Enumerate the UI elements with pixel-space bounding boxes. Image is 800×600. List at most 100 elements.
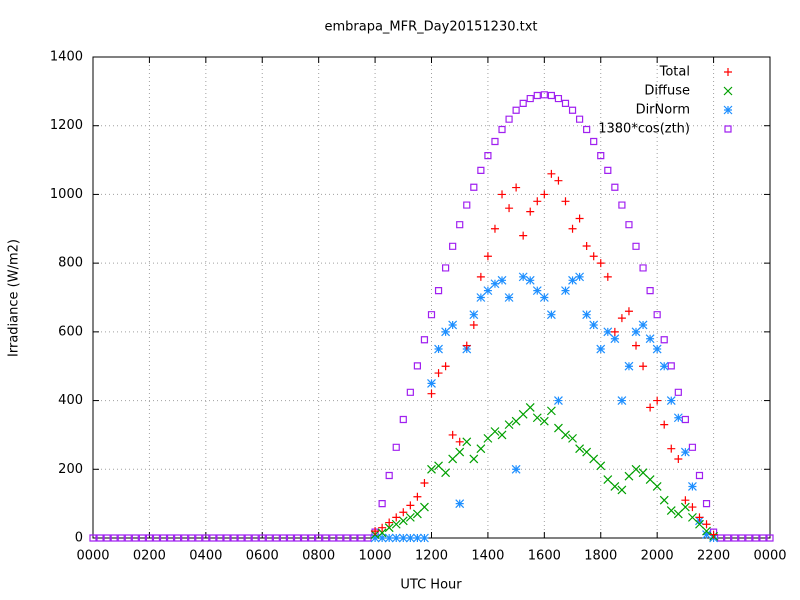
data-point [434, 287, 443, 295]
data-point [476, 444, 486, 454]
data-point [293, 534, 302, 542]
data-point [286, 534, 295, 542]
data-point [603, 327, 613, 337]
data-point [110, 534, 118, 542]
data-point [589, 454, 599, 464]
data-point [370, 533, 380, 543]
data-point [364, 534, 372, 542]
data-point [441, 468, 451, 478]
data-point [624, 471, 634, 481]
data-point [603, 475, 613, 485]
data-point [546, 310, 556, 320]
y-tick-label: 400 [58, 393, 83, 408]
data-point [540, 91, 548, 99]
data-point [766, 534, 774, 542]
data-point [617, 314, 626, 323]
data-point [427, 378, 436, 388]
data-point [525, 275, 535, 285]
data-point [561, 197, 570, 206]
data-point [216, 534, 224, 542]
data-point [582, 241, 591, 250]
data-point [152, 534, 161, 542]
data-point [554, 94, 563, 103]
data-point [688, 512, 697, 522]
data-point [511, 464, 521, 474]
data-point [575, 214, 584, 223]
data-point [745, 534, 753, 542]
data-point [561, 99, 570, 107]
x-tick-label: 0000 [76, 549, 109, 564]
data-point [652, 344, 662, 354]
data-point [681, 496, 690, 505]
data-point [575, 444, 585, 454]
data-point [131, 534, 139, 542]
data-point [702, 530, 711, 539]
data-point [752, 534, 760, 542]
data-point [392, 513, 401, 522]
data-point [638, 320, 648, 330]
y-tick-label: 1200 [50, 118, 83, 133]
data-point [223, 534, 231, 542]
data-point [300, 534, 309, 542]
data-point [469, 320, 478, 329]
data-point [406, 501, 415, 510]
data-point [490, 224, 499, 233]
x-tick-label: 1000 [359, 549, 392, 564]
data-point [518, 272, 528, 282]
data-point [702, 500, 711, 508]
x-tick-label: 1400 [471, 549, 504, 564]
data-point [680, 502, 690, 512]
data-point [377, 533, 387, 543]
data-point [680, 447, 690, 457]
data-point [420, 336, 429, 344]
y-tick-label: 1000 [50, 187, 83, 202]
data-point [427, 389, 436, 398]
data-point [617, 396, 627, 405]
data-point [575, 272, 585, 282]
data-point [731, 534, 739, 542]
data-point [667, 444, 676, 453]
data-point [681, 415, 689, 424]
data-point [476, 272, 485, 281]
data-point [639, 362, 648, 371]
x-tick-label: 2200 [697, 549, 730, 564]
data-point [568, 275, 577, 285]
data-point [546, 406, 556, 416]
data-point [230, 534, 238, 542]
data-point [589, 320, 599, 330]
data-point [652, 482, 662, 491]
data-point [441, 362, 450, 371]
data-point [539, 416, 549, 426]
data-point [258, 534, 266, 542]
data-point [251, 534, 259, 542]
data-point [357, 534, 365, 542]
data-point [455, 447, 465, 457]
x-tick-label: 0400 [189, 549, 222, 564]
data-point [483, 252, 492, 261]
data-point [653, 396, 662, 405]
data-point [526, 207, 535, 216]
data-point [462, 437, 472, 447]
data-point [138, 534, 146, 542]
data-point [89, 534, 97, 542]
data-point [646, 287, 654, 295]
data-point [759, 534, 767, 542]
data-point [434, 461, 443, 471]
data-point [420, 479, 429, 488]
data-point [532, 413, 542, 423]
data-point [237, 534, 245, 542]
y-tick-label: 200 [58, 462, 83, 477]
data-point [399, 415, 407, 424]
data-point [195, 534, 203, 542]
data-point [618, 201, 626, 209]
y-tick-label: 800 [58, 256, 83, 271]
data-point [462, 341, 471, 350]
data-point [738, 534, 746, 542]
data-point [702, 526, 711, 536]
data-point [420, 533, 429, 543]
data-point [554, 396, 563, 405]
data-point [483, 433, 493, 443]
data-point [539, 293, 549, 302]
data-point [673, 413, 683, 423]
chart-title: embrapa_MFR_Day20151230.txt [324, 20, 537, 35]
